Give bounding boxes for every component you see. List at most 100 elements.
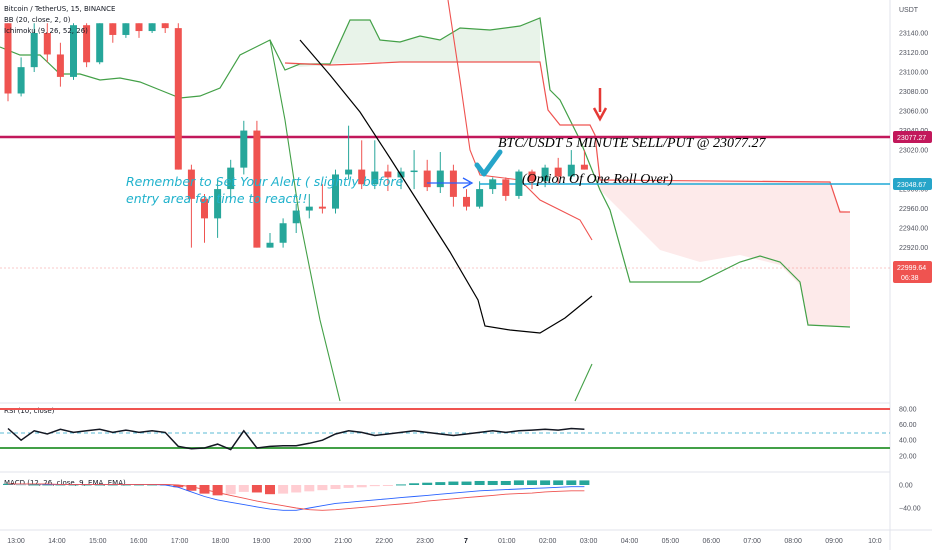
macd-histogram-bar [94, 484, 105, 486]
candle-body[interactable] [214, 189, 222, 219]
macd-histogram-bar [291, 485, 302, 493]
rsi-line [7, 427, 585, 451]
macd-histogram-bar [487, 480, 498, 485]
candle-body[interactable] [318, 206, 326, 209]
candle-body[interactable] [96, 23, 104, 63]
candle-body[interactable] [201, 198, 208, 219]
time-tick-label: 15:00 [89, 538, 107, 545]
candle-body[interactable] [292, 210, 300, 224]
sell-arrow-icon [592, 107, 608, 122]
time-tick-label: 06:00 [703, 538, 721, 545]
macd-histogram-bar [107, 484, 118, 486]
candle-body[interactable] [489, 179, 497, 190]
macd-histogram-bar [55, 484, 66, 486]
candle-body[interactable] [253, 130, 261, 248]
macd-histogram-bar [435, 482, 446, 485]
alert-note-line2: entry area for time to react!! [126, 191, 307, 206]
candle-body[interactable] [17, 67, 25, 94]
candle-body[interactable] [541, 167, 549, 182]
macd-histogram-bar [330, 485, 341, 490]
candle-body[interactable] [161, 23, 169, 29]
time-axis[interactable]: 13:00 14:00 15:00 16:00 17:00 18:00 19:00 20:00… [7, 538, 882, 545]
candle-body[interactable] [410, 170, 418, 173]
time-tick-label: 20:00 [294, 538, 312, 545]
macd-legend[interactable]: MACD (12, 26, close, 9, EMA, EMA) [4, 479, 126, 487]
candle-body[interactable] [371, 171, 379, 185]
time-tick-label: 21:00 [334, 538, 352, 545]
macd-histogram-bar [134, 484, 144, 486]
macd-histogram-bar [120, 484, 131, 486]
macd-histogram-bar [540, 480, 551, 485]
candle-body[interactable] [122, 23, 130, 35]
lagging-span [574, 363, 593, 402]
bb-legend[interactable]: BB (20, close, 2, 0) [4, 16, 71, 24]
ichimoku-legend[interactable]: Ichimoku (9, 26, 52, 26) [4, 27, 88, 35]
candle-body[interactable] [554, 167, 562, 177]
candle-body[interactable] [358, 169, 366, 185]
candlestick-series[interactable] [4, 23, 588, 248]
macd-histogram-bar [238, 485, 249, 492]
rsi-legend[interactable]: RSI (10, close) [4, 407, 55, 415]
alert-price-badge [893, 178, 932, 190]
candle-body[interactable] [345, 169, 353, 175]
candle-body[interactable] [279, 223, 287, 243]
candle-body[interactable] [70, 25, 77, 77]
price-tick-label: 23100.00 [899, 70, 928, 77]
macd-histogram-bar [3, 483, 13, 485]
price-tick-label: 22960.00 [899, 206, 928, 213]
macd-histogram-bar [225, 485, 236, 495]
candle-body[interactable] [476, 189, 484, 207]
candle-body[interactable] [384, 171, 392, 178]
rsi-tick-label: 40.00 [899, 438, 917, 445]
candle-body[interactable] [135, 23, 143, 32]
candle-body[interactable] [423, 170, 431, 188]
candle-body[interactable] [240, 130, 248, 168]
macd-histogram-bar [566, 480, 577, 485]
candle-body[interactable] [436, 170, 444, 188]
candle-body[interactable] [580, 164, 588, 170]
macd-histogram-bar [527, 480, 537, 485]
candle-body[interactable] [332, 174, 339, 209]
macd-histogram-bar [448, 481, 459, 485]
candle-body[interactable] [567, 164, 575, 177]
candle-body[interactable] [227, 167, 235, 190]
candle-body[interactable] [109, 23, 117, 35]
candle-body[interactable] [4, 23, 12, 94]
price-tick-label: 22940.00 [899, 226, 928, 233]
candle-body[interactable] [463, 196, 470, 207]
candle-body[interactable] [187, 169, 195, 199]
candle-body[interactable] [174, 28, 182, 170]
price-tick-label: 23120.00 [899, 50, 928, 57]
last-price-badge [893, 261, 932, 283]
time-tick-label: 18:00 [212, 538, 230, 545]
candle-body[interactable] [148, 23, 156, 32]
macd-histogram-bar [81, 484, 92, 486]
alert-note-line1: Remember to Set Your Alert ( slightly be… [126, 174, 404, 189]
macd-histogram-bar [343, 485, 354, 488]
time-tick-label: 08:00 [784, 538, 802, 545]
candle-body[interactable] [266, 242, 274, 248]
trade-subtitle: (Option Of One Roll Over) [522, 172, 673, 187]
ichimoku-span-a [0, 17, 851, 328]
macd-histogram-bar [68, 484, 79, 486]
rsi-tick-label: 20.00 [899, 453, 917, 460]
candle-body[interactable] [30, 33, 38, 68]
symbol-legend[interactable]: Bitcoin / TetherUS, 15, BINANCE [4, 5, 115, 13]
rsi-tick-label: 80.00 [899, 407, 917, 414]
candle-body[interactable] [305, 206, 313, 211]
candle-body[interactable] [502, 179, 510, 196]
candle-body[interactable] [449, 170, 457, 197]
candle-body[interactable] [43, 33, 51, 55]
macd-signal-line [8, 483, 585, 511]
macd-histogram-bar [29, 484, 40, 486]
cloud-bullish [285, 18, 540, 67]
candle-body[interactable] [56, 54, 64, 77]
candle-body[interactable] [528, 171, 536, 182]
macd-histogram-bar [186, 485, 197, 491]
candle-body[interactable] [515, 171, 523, 196]
time-tick-label: 19:00 [253, 538, 271, 545]
candle-body[interactable] [83, 25, 91, 63]
macd-histogram-bar [147, 484, 158, 486]
